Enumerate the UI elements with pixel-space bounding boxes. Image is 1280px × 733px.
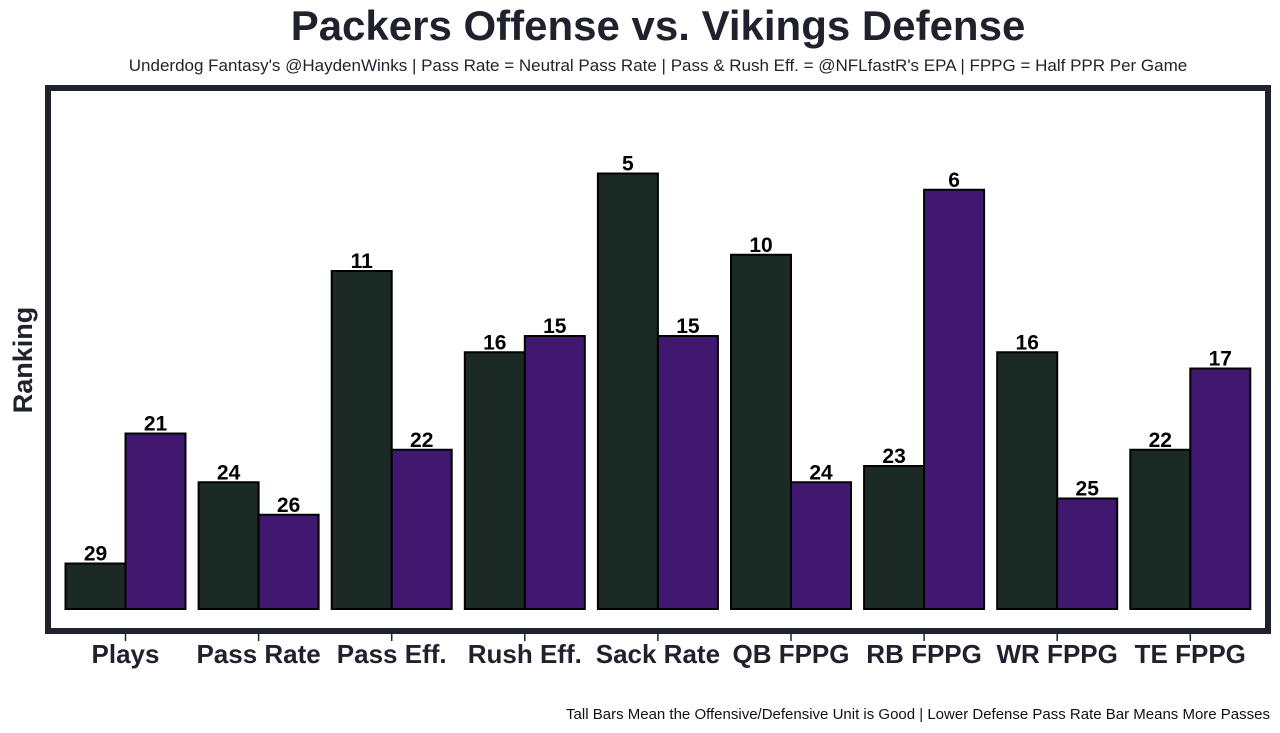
offense-bar-rb-fppg (863, 465, 926, 610)
data-label: 15 (676, 315, 700, 338)
offense-bar-pass-eff- (330, 270, 393, 610)
offense-bar-te-fppg (1129, 448, 1192, 610)
data-label: 26 (277, 494, 300, 517)
data-label: 16 (483, 331, 506, 354)
y-axis-label: Ranking (8, 307, 38, 414)
data-label: 10 (749, 234, 772, 257)
offense-bar-qb-fppg (730, 253, 792, 610)
offense-bar-wr-fppg (996, 351, 1059, 610)
data-label: 29 (84, 543, 107, 566)
x-tick-label: Pass Rate (196, 639, 320, 669)
x-tick-label: QB FPPG (732, 639, 849, 669)
defense-bar-wr-fppg (1056, 497, 1119, 610)
x-tick-label: Rush Eff. (468, 639, 582, 669)
defense-bar-rb-fppg (923, 188, 986, 610)
data-label: 17 (1209, 348, 1232, 371)
data-label: 15 (543, 315, 567, 338)
x-tick-label: Sack Rate (596, 639, 720, 669)
offense-bar-rush-eff- (463, 351, 526, 610)
data-label: 6 (948, 169, 960, 192)
data-label: 21 (144, 413, 168, 436)
chart-title: Packers Offense vs. Vikings Defense (290, 2, 1026, 49)
data-label: 24 (809, 461, 833, 484)
offense-bar-sack-rate (596, 172, 659, 610)
defense-bar-qb-fppg (790, 481, 852, 610)
x-tick-label: TE FPPG (1135, 639, 1246, 669)
data-label: 25 (1076, 478, 1100, 501)
defense-bar-sack-rate (656, 335, 719, 610)
data-label: 24 (217, 461, 241, 484)
x-tick-label: Pass Eff. (337, 639, 447, 669)
data-label: 5 (622, 153, 634, 176)
offense-bar-plays (64, 562, 127, 610)
defense-bar-te-fppg (1189, 367, 1252, 610)
x-tick-label: RB FPPG (866, 639, 982, 669)
plot-frame (45, 85, 1271, 634)
defense-bar-pass-eff- (390, 448, 453, 610)
x-tick-label: Plays (92, 639, 160, 669)
x-tick-label: WR FPPG (997, 639, 1118, 669)
data-label: 22 (410, 429, 433, 452)
data-label: 23 (882, 445, 905, 468)
offense-bar-pass-rate (197, 481, 260, 610)
data-label: 16 (1016, 331, 1039, 354)
defense-bar-plays (124, 432, 187, 610)
defense-bar-pass-rate (257, 513, 320, 610)
chart-subtitle: Underdog Fantasy's @HaydenWinks | Pass R… (128, 56, 1188, 75)
defense-bar-rush-eff- (523, 335, 586, 610)
chart-footnote: Tall Bars Mean the Offensive/Defensive U… (566, 706, 1270, 723)
data-label: 11 (351, 250, 374, 273)
data-label: 22 (1149, 429, 1172, 452)
